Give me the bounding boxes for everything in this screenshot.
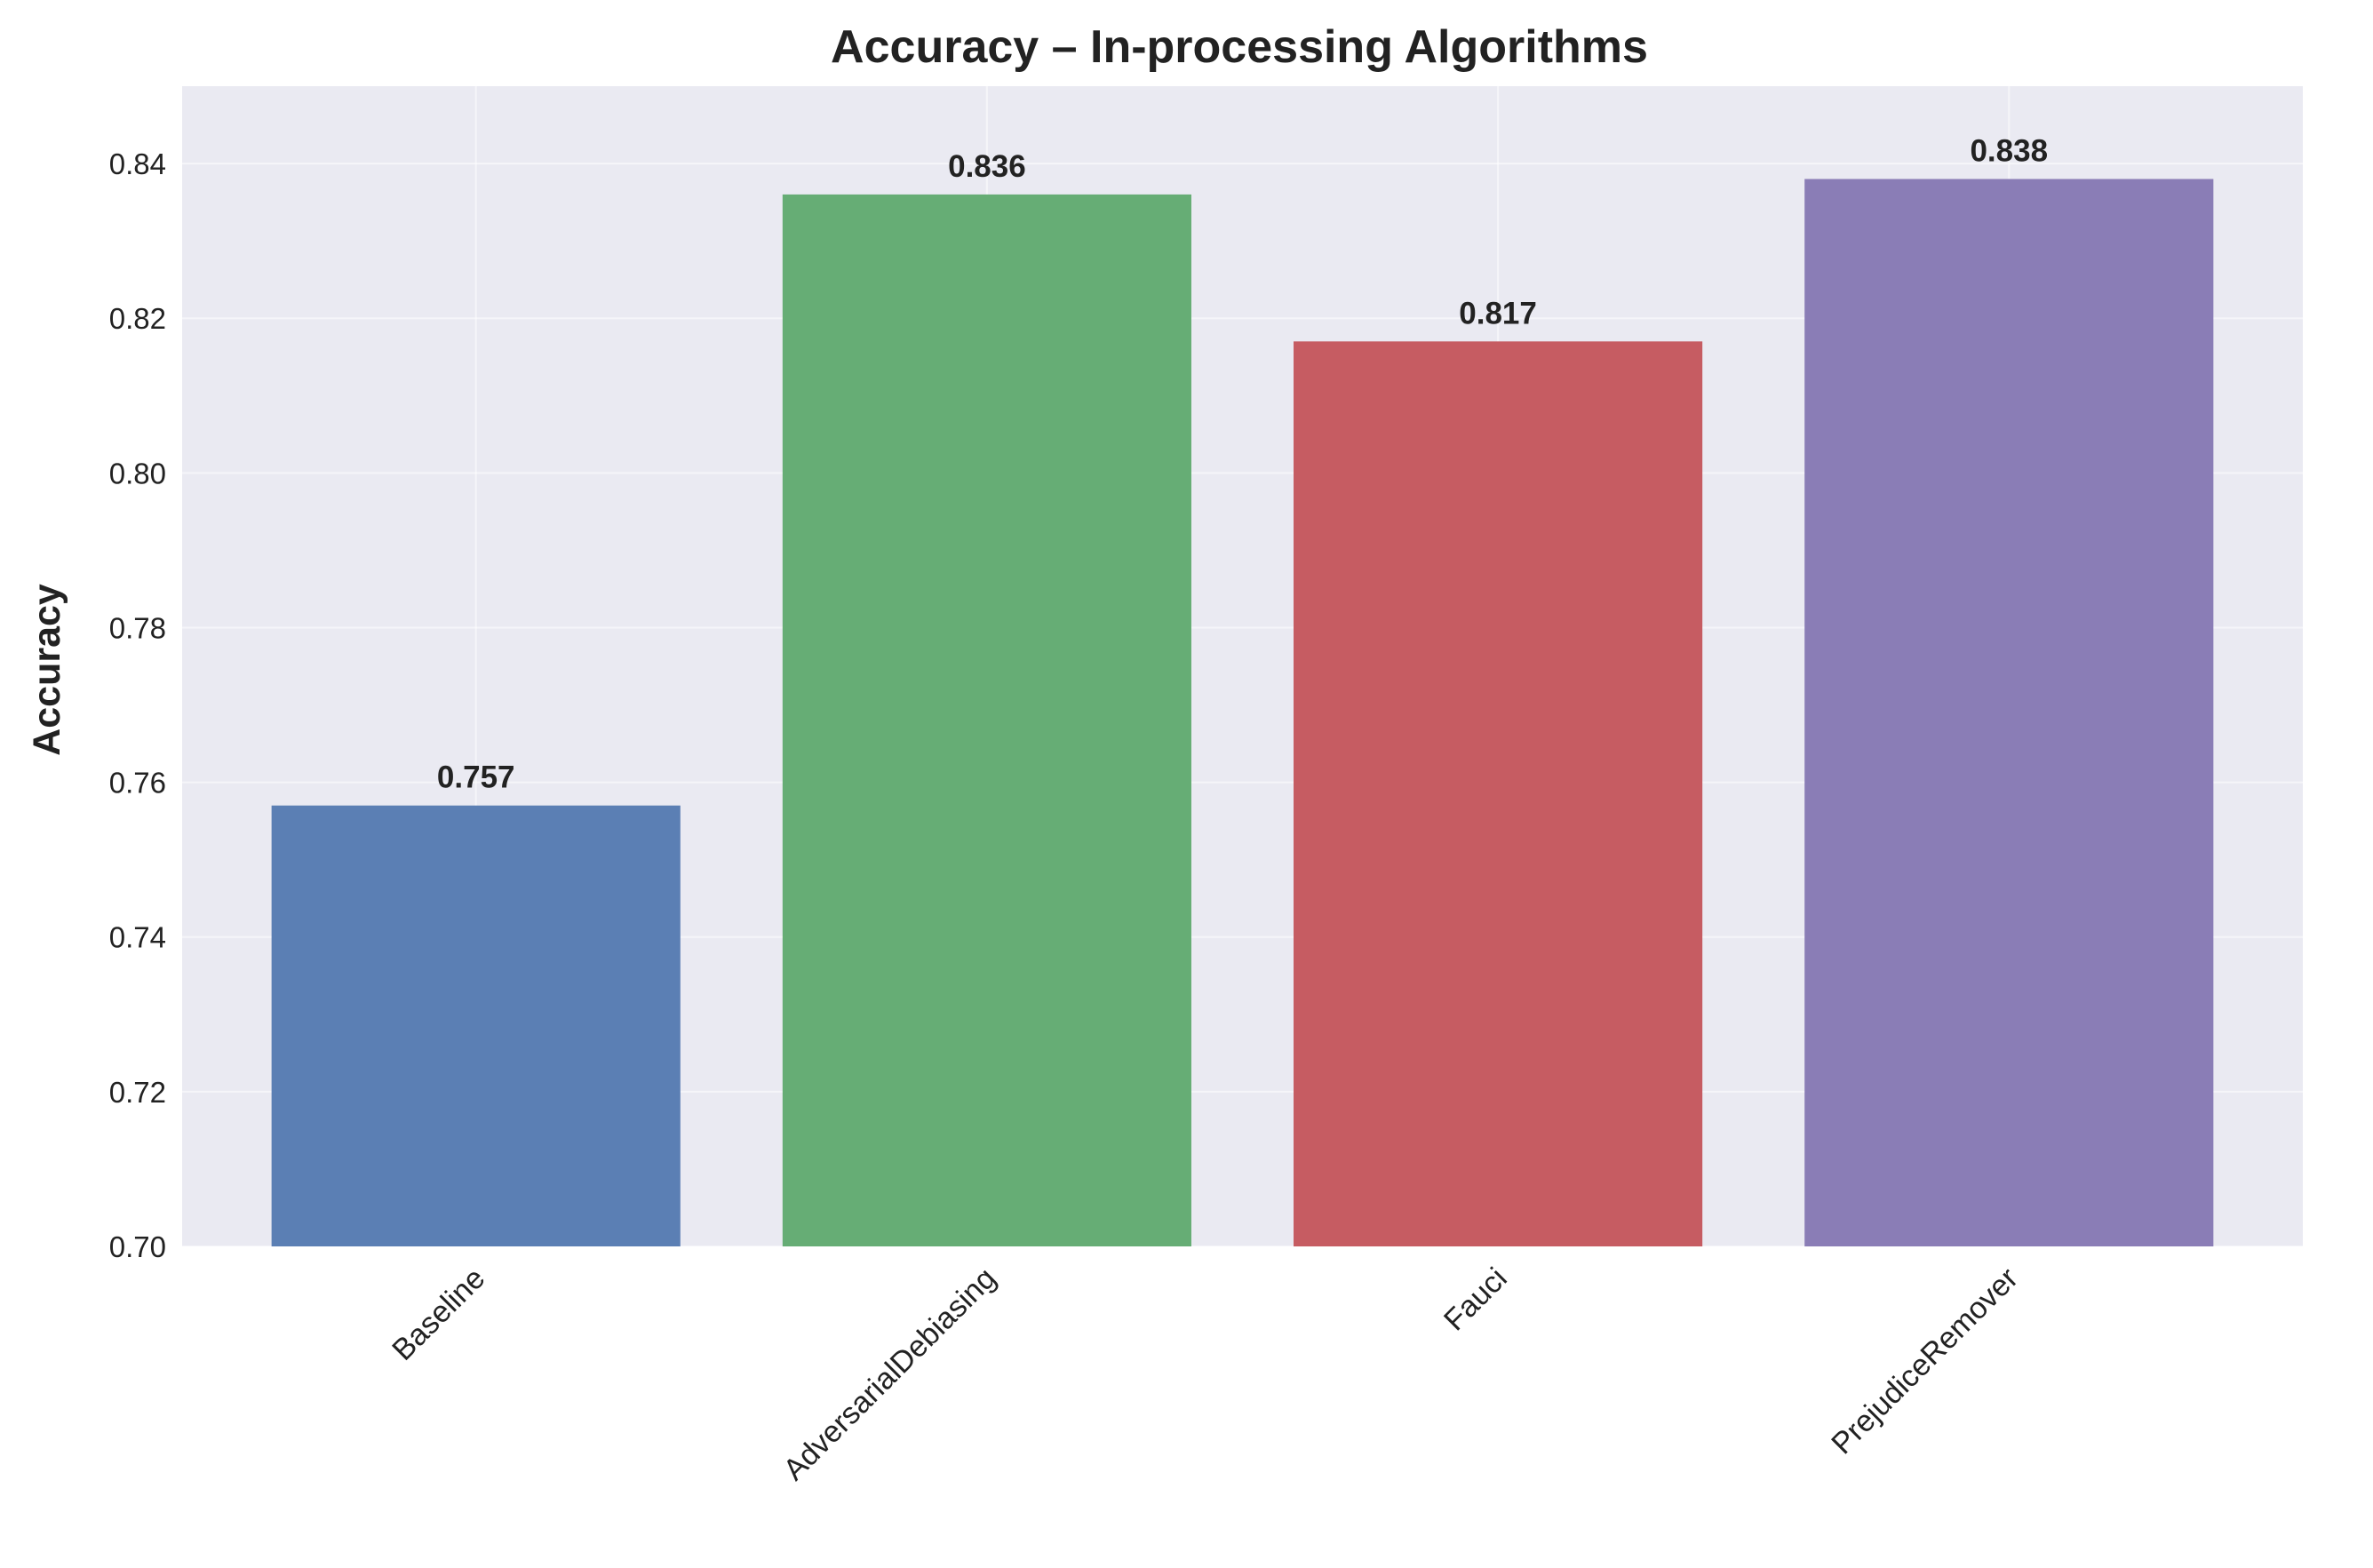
y-tick-label: 0.74 [109, 921, 166, 954]
data-label-baseline: 0.757 [437, 760, 515, 795]
y-tick-label: 0.76 [109, 767, 166, 800]
data-label-fauci: 0.817 [1459, 296, 1537, 330]
y-axis-label: Accuracy [26, 584, 68, 756]
y-tick-label: 0.82 [109, 302, 166, 335]
y-axis-ticks: 0.70 0.72 0.74 0.76 0.78 0.80 0.82 0.84 [109, 147, 166, 1263]
bar-adversarialdebiasing [782, 194, 1191, 1247]
y-tick-label: 0.80 [109, 457, 166, 490]
bars [271, 179, 2214, 1247]
y-tick-label: 0.70 [109, 1230, 166, 1263]
chart-title: Accuracy – In-processing Algorithms [831, 21, 1648, 73]
y-tick-label: 0.72 [109, 1076, 166, 1109]
y-tick-label: 0.78 [109, 611, 166, 644]
bar-prejudiceremover [1804, 179, 2214, 1247]
data-label-prejudiceremover: 0.838 [1970, 133, 2048, 168]
data-labels: 0.757 0.836 0.817 0.838 [437, 133, 2048, 794]
data-label-adversarialdebiasing: 0.836 [948, 149, 1026, 184]
bar-fauci [1294, 341, 1703, 1246]
bar-baseline [271, 805, 681, 1246]
y-tick-label: 0.84 [109, 147, 166, 180]
